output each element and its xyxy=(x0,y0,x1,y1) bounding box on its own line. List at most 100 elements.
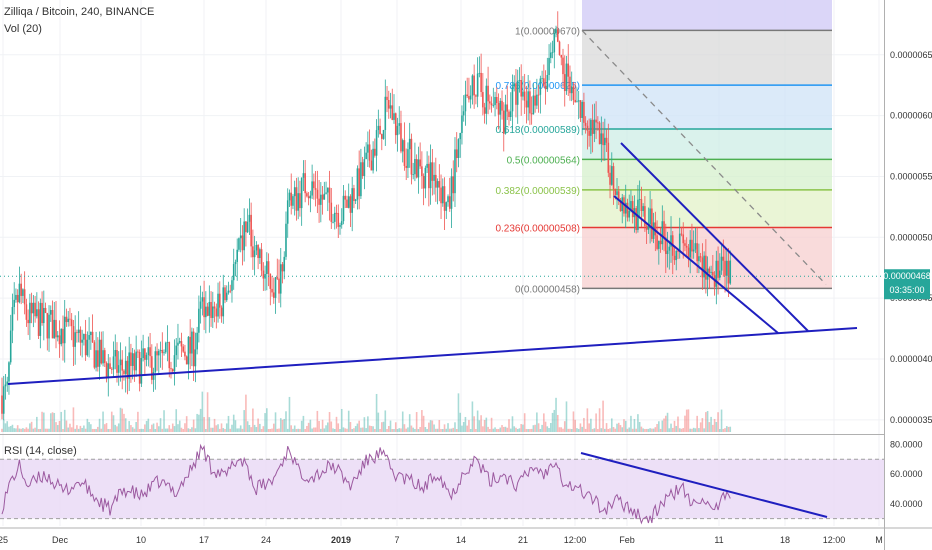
volume-bar xyxy=(372,426,374,432)
candle xyxy=(90,331,92,350)
candle xyxy=(182,344,184,353)
candle xyxy=(644,196,646,232)
volume-bar xyxy=(384,410,387,432)
candle xyxy=(515,68,517,118)
candle xyxy=(208,285,211,333)
candle xyxy=(184,344,186,361)
volume-bar xyxy=(551,412,554,432)
candle xyxy=(630,190,632,213)
candle xyxy=(245,220,247,247)
volume-bar xyxy=(367,416,369,432)
volume-bar xyxy=(431,420,434,432)
volume-bar xyxy=(468,420,470,432)
candle xyxy=(103,347,106,368)
volume-bar xyxy=(356,423,359,432)
volume-bar xyxy=(271,428,273,432)
volume-bar xyxy=(112,415,115,432)
volume-bar xyxy=(422,415,425,432)
volume-bar xyxy=(724,428,726,432)
time-tick-label: 10 xyxy=(136,535,146,545)
volume-indicator-label[interactable]: Vol (20) xyxy=(4,23,42,35)
candle xyxy=(417,146,420,194)
volume-bar xyxy=(677,416,679,432)
volume-bar xyxy=(97,426,99,432)
candle xyxy=(617,186,620,206)
candle xyxy=(109,357,111,370)
rsi-trend-line[interactable] xyxy=(580,452,828,518)
volume-bar xyxy=(586,408,589,432)
time-tick-label: 24 xyxy=(261,535,271,545)
candle xyxy=(354,198,357,205)
time-tick-label: 25 xyxy=(0,535,8,545)
candle xyxy=(154,346,157,390)
candle xyxy=(16,289,19,321)
volume-bar xyxy=(495,428,498,432)
candle xyxy=(428,155,430,207)
volume-bar xyxy=(729,426,732,432)
candle xyxy=(525,85,528,124)
candle xyxy=(422,173,425,206)
time-axis[interactable]: 25 Dec 10 17 24 2019 7 14 21 12:00 Feb 11 18 12:00 M xyxy=(0,535,883,545)
rsi-indicator-label[interactable]: RSI (14, close) xyxy=(4,445,77,457)
candle xyxy=(543,64,545,88)
volume-bar xyxy=(330,421,333,432)
volume-bar xyxy=(541,424,543,432)
volume-bar xyxy=(288,396,291,432)
candle xyxy=(377,109,380,138)
volume-bar xyxy=(487,426,489,432)
volume-bar xyxy=(684,415,686,432)
volume-bar xyxy=(696,415,698,432)
volume-bar xyxy=(642,428,644,432)
volume-bar xyxy=(597,428,599,432)
candle xyxy=(55,301,57,349)
volume-bar xyxy=(15,428,17,432)
volume-bar xyxy=(548,428,550,432)
volume-bar xyxy=(346,428,348,432)
candle xyxy=(719,253,721,281)
volume-bar xyxy=(492,428,495,432)
support-trend-line[interactable] xyxy=(7,327,858,385)
candle xyxy=(708,266,711,289)
candle xyxy=(497,93,500,130)
candle xyxy=(670,216,672,263)
fib-trend-dashed[interactable] xyxy=(581,29,827,285)
volume-bar xyxy=(464,416,467,432)
volume-bar xyxy=(16,425,19,432)
volume-bar xyxy=(347,410,350,432)
volume-bar xyxy=(663,418,665,432)
candle xyxy=(448,177,451,212)
volume-bar xyxy=(725,426,728,432)
volume-bar xyxy=(563,421,566,432)
volume-bar xyxy=(55,422,57,432)
candle xyxy=(48,305,50,352)
volume-bar xyxy=(502,426,505,432)
candle xyxy=(715,250,718,305)
channel-upper-line[interactable] xyxy=(620,142,809,332)
candle xyxy=(469,85,472,109)
volume-bar xyxy=(525,428,528,432)
channel-lower-line[interactable] xyxy=(613,195,779,334)
volume-bar xyxy=(462,422,465,432)
candle xyxy=(677,250,679,260)
trend-lines[interactable] xyxy=(7,142,858,385)
volume-bar xyxy=(713,418,716,432)
candle xyxy=(349,194,352,227)
candle xyxy=(523,73,526,115)
volume-bar xyxy=(248,424,251,432)
fibonacci-retracement[interactable]: 1(0.00000670) 0.786(0.00000625) 0.618(0.00… xyxy=(495,0,832,295)
volume-bar xyxy=(558,427,561,432)
candle xyxy=(306,191,308,198)
candle xyxy=(83,333,85,346)
candle xyxy=(250,202,252,258)
volume-bar xyxy=(74,428,76,432)
volume-bar xyxy=(567,428,570,432)
volume-bar xyxy=(264,413,266,432)
volume-bar xyxy=(482,426,484,432)
candles xyxy=(0,11,884,421)
candle xyxy=(159,341,162,368)
volume-bar xyxy=(311,428,313,432)
candle xyxy=(725,250,728,290)
candle xyxy=(358,150,360,210)
